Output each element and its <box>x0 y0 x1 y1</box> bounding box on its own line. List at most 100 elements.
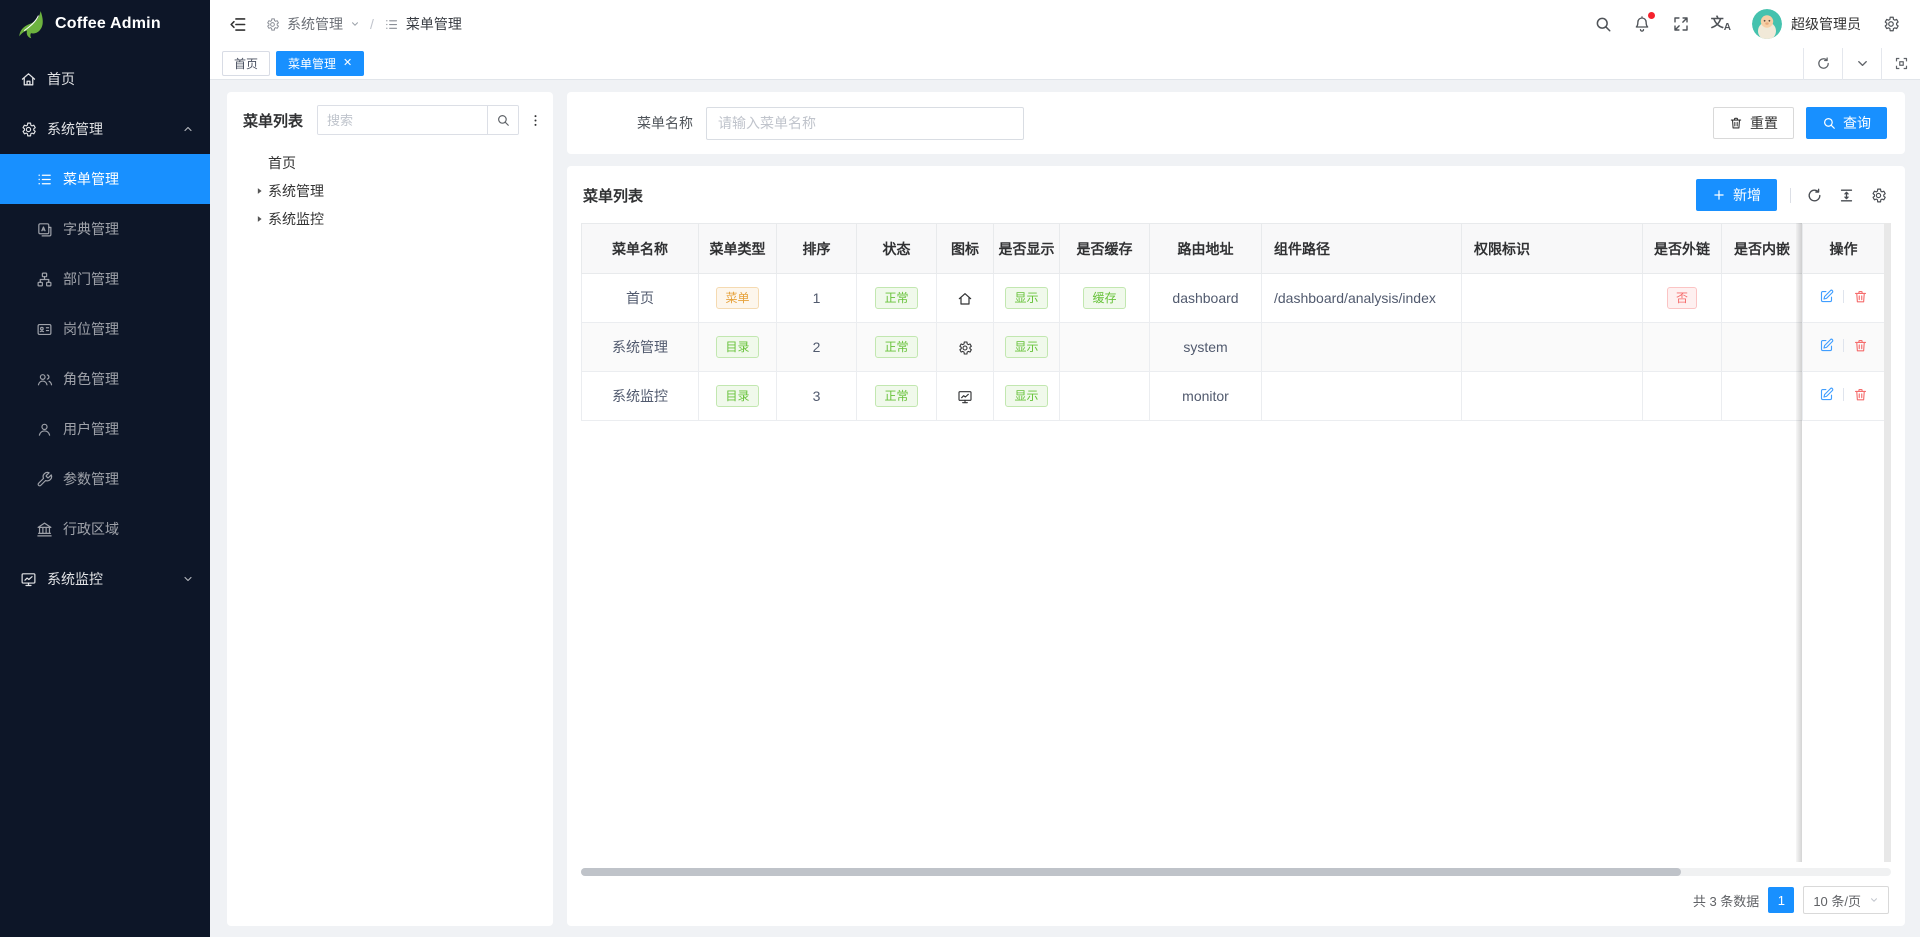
cell-permission <box>1461 371 1643 421</box>
sidebar-item-label: 字典管理 <box>63 221 119 237</box>
gear-icon <box>957 340 973 356</box>
delete-icon[interactable] <box>1853 338 1868 353</box>
cache-badge: 缓存 <box>1083 287 1126 309</box>
sidebar-item-post-management[interactable]: 岗位管理 <box>0 304 210 354</box>
tree-node-system-management[interactable]: 系统管理 <box>243 177 543 205</box>
wrench-icon <box>36 471 53 488</box>
cell-permission <box>1461 322 1643 372</box>
col-order: 排序 <box>776 223 857 274</box>
edit-icon[interactable] <box>1819 289 1834 304</box>
col-menu-name: 菜单名称 <box>581 223 699 274</box>
cell-component <box>1261 322 1462 372</box>
cell-route: dashboard <box>1149 273 1262 323</box>
cell-status: 正常 <box>856 371 937 421</box>
gear-icon[interactable] <box>1882 15 1900 33</box>
edit-icon[interactable] <box>1819 387 1834 402</box>
cell-embedded <box>1721 273 1803 323</box>
sidebar-item-menu-management[interactable]: 菜单管理 <box>0 154 210 204</box>
status-badge: 正常 <box>875 336 918 358</box>
query-button[interactable]: 查询 <box>1806 107 1887 139</box>
translate-icon[interactable]: 文A <box>1710 14 1731 33</box>
sidebar-item-system-management[interactable]: 系统管理 <box>0 104 210 154</box>
sidebar-item-label: 系统监控 <box>47 571 103 587</box>
cell-menu-type: 菜单 <box>698 273 777 323</box>
search-icon <box>1822 116 1836 130</box>
refresh-icon[interactable] <box>1803 47 1842 80</box>
cell-component <box>1261 371 1462 421</box>
col-icon: 图标 <box>936 223 994 274</box>
tab-menu-management[interactable]: 菜单管理 ✕ <box>276 51 365 76</box>
sidebar-item-home[interactable]: 首页 <box>0 54 210 104</box>
cell-menu-name: 首页 <box>581 273 699 323</box>
fullscreen-icon[interactable] <box>1672 15 1690 33</box>
delete-icon[interactable] <box>1853 387 1868 402</box>
horizontal-scrollbar-thumb[interactable] <box>581 868 1682 876</box>
close-icon[interactable]: ✕ <box>343 57 353 69</box>
table-row: 系统管理 目录 2 正常 显示 system <box>581 322 1885 372</box>
cell-visible: 显示 <box>993 371 1060 421</box>
menu-tree-panel: 菜单列表 首页 系统管理 <box>227 92 553 926</box>
breadcrumb-separator: / <box>370 16 374 32</box>
cell-order: 3 <box>776 371 857 421</box>
menu-name-input[interactable] <box>706 106 1024 140</box>
sidebar-item-admin-region[interactable]: 行政区域 <box>0 504 210 554</box>
cell-component: /dashboard/analysis/index <box>1261 273 1462 323</box>
search-icon[interactable] <box>1594 15 1612 33</box>
external-badge: 否 <box>1666 287 1697 309</box>
roles-icon <box>36 371 53 388</box>
add-button[interactable]: 新增 <box>1696 179 1777 211</box>
reset-button[interactable]: 重置 <box>1713 107 1794 139</box>
tree-search-input[interactable] <box>318 106 487 134</box>
chevron-down-icon[interactable] <box>1842 47 1881 80</box>
col-menu-type: 菜单类型 <box>698 223 777 274</box>
visible-badge: 显示 <box>1005 385 1048 407</box>
sidebar-item-dictionary-management[interactable]: 字典管理 <box>0 204 210 254</box>
cell-embedded <box>1721 322 1803 372</box>
page-size-select[interactable]: 10 条/页 <box>1803 886 1889 914</box>
bell-icon[interactable] <box>1633 12 1655 33</box>
row-density-icon[interactable] <box>1838 187 1855 204</box>
menu-fold-icon[interactable] <box>228 15 247 34</box>
gear-icon[interactable] <box>1870 187 1887 204</box>
delete-icon[interactable] <box>1853 289 1868 304</box>
sidebar-item-department-management[interactable]: 部门管理 <box>0 254 210 304</box>
right-column: 菜单名称 重置 查询 <box>567 92 1905 926</box>
refresh-icon[interactable] <box>1806 187 1823 204</box>
cell-icon <box>936 273 994 323</box>
cell-order: 2 <box>776 322 857 372</box>
col-route: 路由地址 <box>1149 223 1262 274</box>
tree-panel-title: 菜单列表 <box>243 112 304 130</box>
cell-embedded <box>1721 371 1803 421</box>
status-badge: 正常 <box>875 287 918 309</box>
type-badge: 菜单 <box>716 287 759 309</box>
tree-node-home[interactable]: 首页 <box>243 149 543 177</box>
breadcrumb-parent[interactable]: 系统管理 <box>287 16 343 32</box>
more-dots-icon[interactable] <box>528 113 543 128</box>
visible-badge: 显示 <box>1005 287 1048 309</box>
sidebar-item-system-monitor[interactable]: 系统监控 <box>0 554 210 604</box>
vertical-scrollbar[interactable] <box>1884 223 1891 862</box>
page-button[interactable]: 1 <box>1768 887 1795 913</box>
tree-node-system-monitor[interactable]: 系统监控 <box>243 205 543 233</box>
chevron-down-icon <box>1869 895 1879 905</box>
sidebar-item-role-management[interactable]: 角色管理 <box>0 354 210 404</box>
sidebar-item-user-management[interactable]: 用户管理 <box>0 404 210 454</box>
reset-label: 重置 <box>1750 115 1778 131</box>
query-label: 查询 <box>1843 115 1871 131</box>
sidebar-item-parameter-management[interactable]: 参数管理 <box>0 454 210 504</box>
caret-right-icon[interactable] <box>251 186 268 196</box>
maximize-icon[interactable] <box>1881 47 1920 80</box>
status-badge: 正常 <box>875 385 918 407</box>
caret-right-icon[interactable] <box>251 214 268 224</box>
sidebar-item-label: 部门管理 <box>63 271 119 287</box>
tab-home[interactable]: 首页 <box>222 51 271 76</box>
user-menu[interactable]: 超级管理员 <box>1752 9 1861 39</box>
search-icon[interactable] <box>487 106 518 134</box>
cell-icon <box>936 322 994 372</box>
home-icon <box>957 291 973 307</box>
menu-tree: 首页 系统管理 系统监控 <box>243 149 543 233</box>
edit-icon[interactable] <box>1819 338 1834 353</box>
chevron-up-icon <box>182 123 194 135</box>
horizontal-scrollbar <box>581 868 1891 876</box>
